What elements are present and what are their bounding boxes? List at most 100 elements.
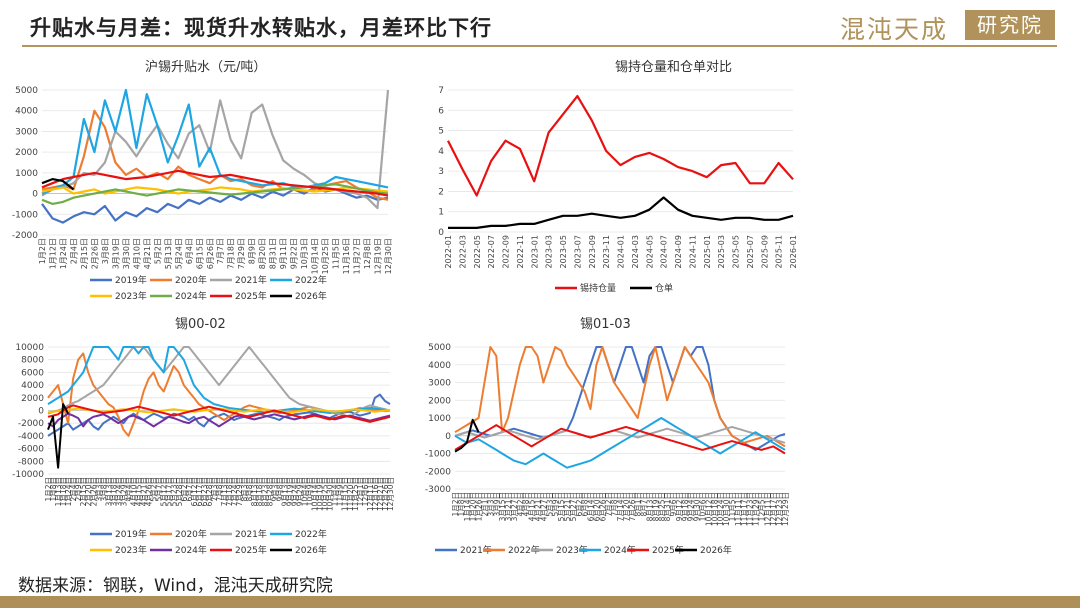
y-tick-label: 0	[38, 407, 44, 417]
x-tick-label: 7月8日	[215, 477, 224, 502]
legend-label: 2021年	[235, 274, 267, 286]
x-tick-label: 12月5日	[757, 492, 766, 521]
y-tick-label: 1000	[428, 414, 451, 424]
x-tick-label: 2024-07	[660, 235, 669, 268]
x-tick-label: 12月29日	[781, 492, 790, 526]
x-tick-label: 4月10日	[132, 238, 141, 269]
legend-label: 2026年	[700, 544, 732, 556]
footer-bar	[0, 596, 1080, 608]
x-tick-label: 3月13日	[104, 477, 113, 506]
y-tick-label: 4000	[428, 361, 451, 371]
x-tick-label: 3月8日	[101, 238, 110, 264]
x-tick-label: 9月19日	[285, 477, 294, 506]
x-tick-label: 6月2日	[180, 477, 189, 502]
x-tick-label: 9月6日	[669, 492, 678, 517]
legend-label: 2026年	[295, 290, 327, 302]
series-line-7	[47, 404, 391, 423]
series-line-8	[47, 403, 69, 469]
x-tick-label: 11月20日	[346, 477, 355, 511]
legend-label: 2020年	[175, 528, 207, 540]
x-tick-label: 1月13日	[54, 477, 63, 506]
x-tick-label: 4月15日	[135, 477, 144, 506]
legend-label: 仓单	[655, 282, 673, 294]
x-tick-label: 11月4日	[331, 477, 340, 506]
x-tick-label: 5月3日	[545, 492, 554, 517]
legend-label: 2020年	[175, 274, 207, 286]
logo-box: 研究院	[965, 10, 1055, 40]
x-tick-label: 2024-09	[674, 235, 683, 268]
y-tick-label: 3000	[15, 127, 38, 137]
x-tick-label: 9月30日	[693, 492, 702, 521]
x-tick-label: 3月3日	[486, 492, 495, 517]
y-tick-label: -10000	[12, 470, 44, 480]
x-tick-label: 6月12日	[190, 477, 199, 506]
y-tick-label: -4000	[18, 432, 44, 442]
x-tick-label: 1月2日	[451, 492, 460, 517]
x-tick-label: 2022-11	[516, 235, 525, 268]
x-tick-label: 6月17日	[195, 477, 204, 506]
x-tick-label: 11月27日	[353, 238, 362, 274]
x-tick-label: 2月15日	[80, 238, 89, 269]
x-tick-label: 3月19日	[111, 238, 120, 269]
chart-title: 锡00-02	[175, 317, 226, 332]
x-tick-label: 2025-01	[703, 235, 712, 268]
x-tick-label: 8月3日	[240, 477, 249, 502]
x-tick-label: 2月4日	[69, 238, 78, 264]
x-tick-label: 3月21日	[504, 492, 513, 521]
y-tick-label: 0	[445, 432, 451, 442]
y-tick-label: 4000	[15, 107, 38, 117]
x-tick-label: 7月29日	[237, 238, 246, 269]
series-line-4	[41, 88, 389, 195]
legend-label: 2024年	[175, 544, 207, 556]
x-tick-label: 12月11日	[763, 492, 772, 526]
series-line-8	[41, 178, 75, 191]
x-tick-label: 2023-09	[588, 235, 597, 268]
x-tick-label: 12月11日	[366, 477, 375, 511]
x-tick-label: 3月9日	[492, 492, 501, 517]
x-tick-label: 2022-07	[487, 235, 496, 268]
x-tick-label: 12月17日	[769, 492, 778, 526]
x-tick-label: 2024-03	[631, 235, 640, 268]
y-tick-label: 4000	[21, 381, 44, 391]
logo-main-text: 混沌天成	[840, 15, 949, 44]
x-tick-label: 3月24日	[114, 477, 123, 506]
x-tick-label: 5月12日	[160, 477, 169, 506]
x-tick-label: 12月19日	[374, 238, 383, 274]
series-line-3	[454, 425, 786, 444]
x-tick-label: 12月21日	[376, 477, 385, 511]
x-tick-label: 12月30日	[384, 238, 393, 274]
x-tick-label: 8月9日	[248, 238, 257, 264]
chart-spread-0103-svg: 锡01-03 5000 4000 3000 2000 1000 0 -1000 -2000 -30…	[425, 317, 790, 556]
x-tick-label: 11月11日	[734, 492, 743, 526]
y-tick-label: 3000	[428, 379, 451, 389]
x-tick-label: 9月29日	[295, 477, 304, 506]
x-tick-label: 1月2日	[38, 238, 47, 264]
chart-spread-0002: 锡00-02 10000 8000 6000 4000 2000 0 -2000 -4000 -6…	[0, 312, 540, 570]
series-line-1	[454, 346, 786, 451]
y-tick-label: 0	[438, 228, 444, 238]
legend-label: 2025年	[652, 544, 684, 556]
x-tick-label: 8月7日	[640, 492, 649, 517]
x-tick-label: 9月12日	[675, 492, 684, 521]
x-tick-label: 1月12日	[48, 238, 57, 269]
x-tick-label: 4月15日	[528, 492, 537, 521]
y-tick-label: -2000	[18, 419, 44, 429]
chart-spread-0002-svg: 锡00-02 10000 8000 6000 4000 2000 0 -2000 -4000 -6…	[12, 317, 395, 556]
y-tick-label: 1000	[15, 169, 38, 179]
y-tick-label: 8000	[21, 356, 44, 366]
x-tick-label: 9月11日	[279, 238, 288, 269]
header: 升贴水与月差：现货升水转贴水，月差环比下行 混沌天成 研究院	[0, 0, 1080, 50]
legend-label: 2024年	[604, 544, 636, 556]
x-tick-label: 12月30日	[386, 477, 395, 511]
x-tick-label: 7月26日	[628, 492, 637, 521]
x-tick-label: 5月24日	[174, 238, 183, 269]
x-tick-label: 11月5日	[728, 492, 737, 521]
x-tick-label: 7月29日	[235, 477, 244, 506]
chart-title: 锡01-03	[580, 317, 631, 332]
x-tick-label: 11月5日	[332, 238, 341, 269]
x-tick-label: 10月30日	[722, 492, 731, 526]
x-tick-label: 1月14日	[463, 492, 472, 521]
x-tick-label: 12月6日	[361, 477, 370, 506]
x-tick-label: 10月25日	[321, 477, 330, 511]
